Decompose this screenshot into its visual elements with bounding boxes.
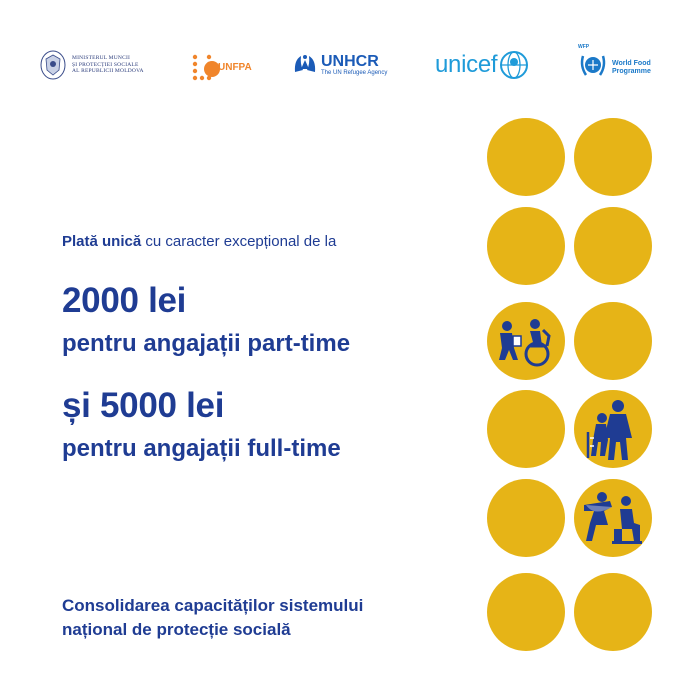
social-worker-icon xyxy=(584,492,642,544)
ministry-line-2: ȘI PROTECȚIEI SOCIALE xyxy=(72,61,139,68)
unfpa-dots-icon xyxy=(192,54,220,81)
intro-line: Plată unică cu caracter excepțional de l… xyxy=(62,233,336,250)
amount-part-time: 2000 lei xyxy=(62,281,187,320)
footer-line-1: Consolidarea capacităților sistemului xyxy=(62,596,364,615)
target-full-time: pentru angajații full-time xyxy=(62,435,341,462)
wfp-abbr: WFP xyxy=(578,44,590,50)
footer-text: Consolidarea capacităților sistemului na… xyxy=(62,594,363,642)
unicef-logo: unicef xyxy=(435,50,529,80)
ministry-line-3: AL REPUBLICII MOLDOVA xyxy=(72,68,144,75)
wfp-line-2: Programme xyxy=(612,67,651,75)
partner-logos: MINISTERUL MUNCII ȘI PROTECȚIEI SOCIALE … xyxy=(0,44,700,92)
unhcr-tagline: The UN Refugee Agency xyxy=(321,70,388,76)
unhcr-label: UNHCR xyxy=(321,53,379,70)
decorative-circle xyxy=(487,573,565,651)
footer-line-2: național de protecție socială xyxy=(62,620,291,639)
decorative-circle xyxy=(487,118,565,196)
decorative-circle xyxy=(574,207,652,285)
intro-rest: cu caracter excepțional de la xyxy=(141,233,337,250)
wfp-wreath-icon xyxy=(580,55,606,76)
decorative-circle xyxy=(574,573,652,651)
unicef-globe-icon xyxy=(500,51,529,79)
unhcr-logo: UNHCR The UN Refugee Agency xyxy=(292,52,387,78)
target-part-time: pentru angajații part-time xyxy=(62,330,351,357)
coat-of-arms-icon xyxy=(40,50,66,80)
caregiver-wheelchair-icon xyxy=(499,319,551,367)
unfpa-label: UNFPA xyxy=(218,61,252,73)
ministry-line-1: MINISTERUL MUNCII xyxy=(72,55,131,62)
illustration-circle xyxy=(574,390,652,468)
unfpa-logo: UNFPA xyxy=(190,52,252,82)
decorative-circle xyxy=(574,302,652,380)
decorative-circle xyxy=(487,390,565,468)
intro-bold: Plată unică xyxy=(62,233,142,250)
decorative-circle xyxy=(487,207,565,285)
unicef-label: unicef xyxy=(435,51,498,78)
wfp-line-1: World Food xyxy=(612,59,651,67)
wfp-logo: WFP World Food Programme xyxy=(578,44,651,85)
decorative-circle xyxy=(487,479,565,557)
amount-full-time: și 5000 lei xyxy=(62,386,225,425)
illustration-circle xyxy=(487,302,565,380)
illustration-circle xyxy=(574,479,652,557)
ministry-logo: MINISTERUL MUNCII ȘI PROTECȚIEI SOCIALE … xyxy=(40,50,144,80)
caregiver-elderly-icon xyxy=(586,400,632,460)
unhcr-hands-icon xyxy=(294,55,316,72)
decorative-circle xyxy=(574,118,652,196)
